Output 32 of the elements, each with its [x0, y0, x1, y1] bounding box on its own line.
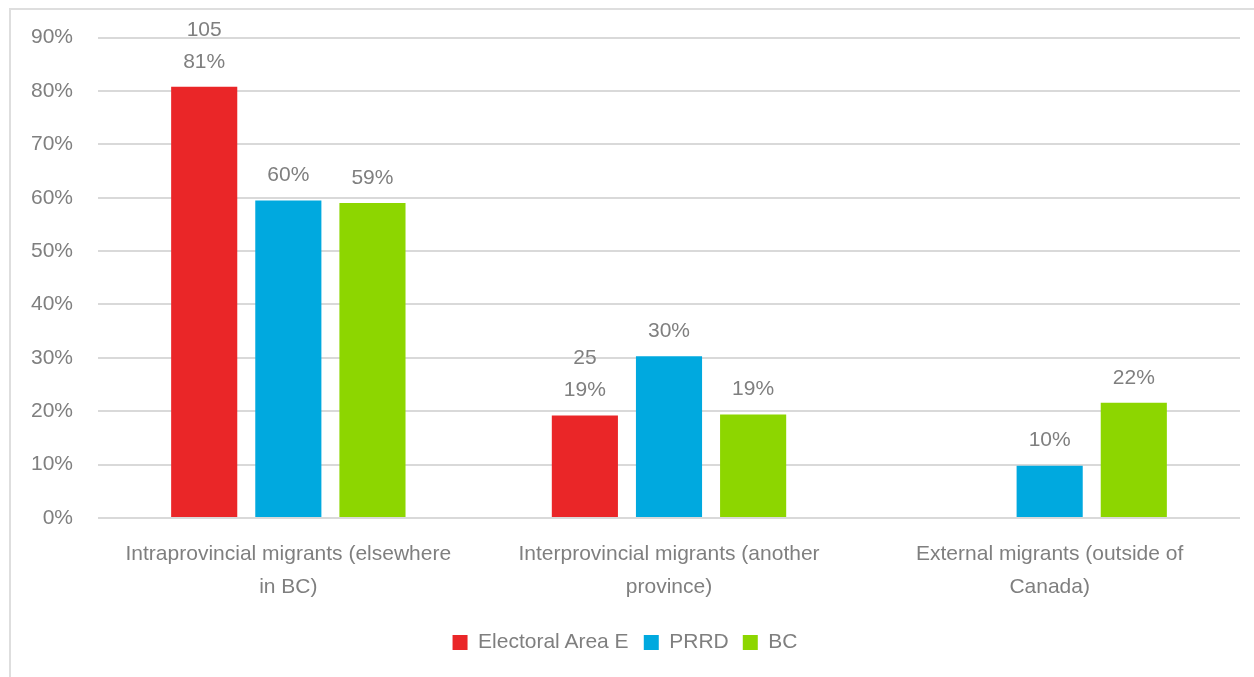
- data-label: 19%: [732, 376, 775, 400]
- legend-label: Electoral Area E: [478, 629, 629, 653]
- legend-label: PRRD: [669, 629, 729, 653]
- data-label: 60%: [267, 162, 310, 186]
- data-label: 25 19%: [563, 345, 606, 401]
- y-tick-label: 30%: [30, 344, 73, 368]
- x-tick-label: Interprovincial migrants (another province): [518, 541, 820, 597]
- data-label: 59%: [351, 164, 394, 188]
- y-tick-label: 0%: [42, 504, 73, 528]
- legend-label: BC: [768, 629, 798, 653]
- data-label: 10%: [1028, 427, 1071, 451]
- data-label: 105 81%: [183, 16, 226, 72]
- bar: [1100, 402, 1167, 517]
- data-label: 22%: [1112, 364, 1155, 388]
- bar: [635, 356, 703, 517]
- y-tick-label: 40%: [30, 291, 73, 315]
- data-label: 30%: [647, 318, 691, 342]
- x-tick-label: Intraprovincial migrants (elsewhere in BC): [125, 541, 452, 597]
- bar: [255, 200, 322, 517]
- y-tick-label: 90%: [30, 24, 73, 48]
- y-tick-label: 70%: [30, 131, 73, 155]
- bar: [1016, 465, 1083, 517]
- bar: [339, 203, 406, 517]
- y-tick-label: 80%: [30, 77, 73, 101]
- y-tick-label: 20%: [30, 398, 73, 422]
- bar: [171, 86, 238, 517]
- y-tick-label: 50%: [30, 237, 73, 261]
- bar: [720, 414, 787, 517]
- y-tick-label: 10%: [30, 451, 73, 475]
- x-tick-label: External migrants (outside of Canada): [916, 541, 1184, 597]
- bar: [551, 415, 618, 517]
- y-tick-label: 60%: [30, 184, 73, 208]
